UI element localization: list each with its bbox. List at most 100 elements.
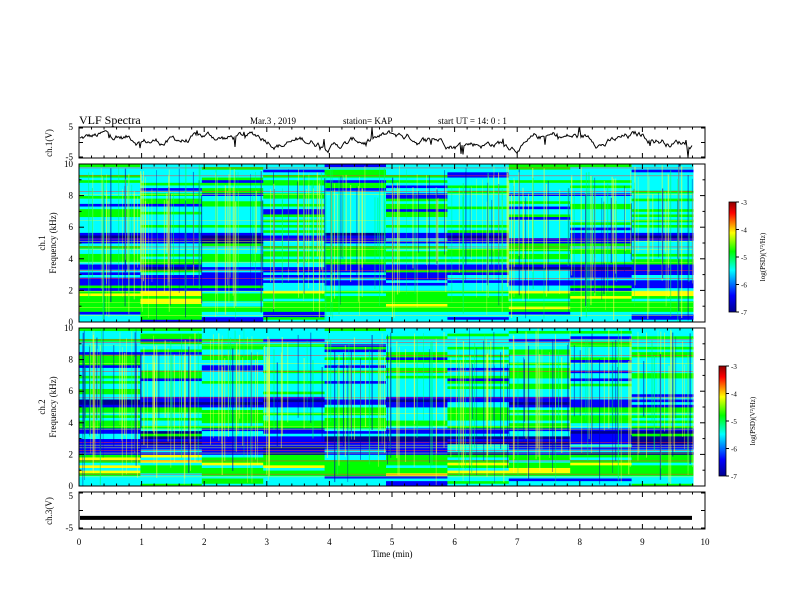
spectrogram-cell (508, 250, 571, 254)
spectrogram-cell (631, 279, 694, 283)
spectrogram-cell (570, 221, 633, 225)
spectrogram-cell (570, 409, 633, 413)
spectrogram-cell (631, 457, 694, 461)
spectrogram-cell (447, 287, 510, 291)
spectrogram-cell (447, 187, 510, 191)
spectrogram-cell (263, 308, 326, 312)
spectrogram-cell (447, 256, 510, 260)
spectrogram-cell (447, 420, 510, 424)
spectrogram-cell (508, 253, 571, 257)
spectrogram-cell (263, 171, 326, 175)
spectrogram-cell (79, 372, 141, 376)
spectrogram-cell (79, 417, 141, 421)
spectrogram-cell (263, 229, 326, 233)
spectrogram-cell (201, 295, 264, 299)
spectrogram-cell (79, 203, 141, 207)
spectrogram-cell (631, 293, 694, 297)
spectrogram-cell (508, 198, 571, 202)
spectrogram-cell (79, 407, 141, 411)
ch2-colorbar: -3 -4 -5 -6 -7 log(PSD)(V²/Hz) (718, 363, 757, 481)
spectrogram-cell (263, 319, 326, 323)
spectrogram-cell (263, 253, 326, 257)
spectrogram-cell (631, 401, 694, 405)
spectrogram-cell (447, 359, 510, 363)
spectrogram-cell (263, 483, 326, 487)
spectrogram-cell (447, 330, 510, 334)
spectrogram-cell (140, 470, 203, 474)
spectrogram-cell (79, 208, 141, 212)
spectrogram-cell (324, 467, 387, 471)
spectrogram-cell (140, 171, 203, 175)
spectrogram-cell (263, 208, 326, 212)
spectrogram-cell (263, 388, 326, 392)
spectrogram-cell (447, 438, 510, 442)
spectrogram-cell (508, 349, 571, 353)
spectrogram-cell (570, 198, 633, 202)
spectrogram-cell (631, 388, 694, 392)
spectrogram-cell (447, 393, 510, 397)
spectrogram-cell (324, 385, 387, 389)
spectrogram-cell (324, 457, 387, 461)
spectrogram-cell (263, 164, 326, 168)
spectrogram-cell (263, 316, 326, 320)
spectrogram-cell (263, 282, 326, 286)
spectrogram-cell (263, 385, 326, 389)
x-axis-label: Time (min) (372, 549, 413, 559)
spectrogram-cell (324, 227, 387, 231)
spectrogram-cell (570, 407, 633, 411)
spectrogram-cell (263, 279, 326, 283)
spectrogram-cell (508, 185, 571, 189)
spectrogram-cell (386, 333, 448, 337)
spectrogram-cell (324, 483, 387, 487)
ch1-spectrogram-panel: 0 2 4 6 8 10 ch.1 Frequency (kHz) (37, 159, 706, 327)
spectrogram-cell (140, 391, 203, 395)
spectrogram-cell (263, 393, 326, 397)
spectrogram-cell (508, 483, 571, 487)
spectrogram-cell (324, 250, 387, 254)
spectrogram-cell (447, 224, 510, 228)
spectrogram-cell (140, 316, 203, 320)
spectrogram-cell (508, 319, 571, 323)
spectrogram-cell (324, 171, 387, 175)
spectrogram-cell (79, 335, 141, 339)
spectrogram-cell (79, 169, 141, 173)
spectrogram-cell (324, 200, 387, 204)
spectrogram-cell (201, 316, 264, 320)
spectrogram-cell (570, 316, 633, 320)
ch1-colorbar-bar (728, 201, 737, 313)
spectrogram-cell (140, 185, 203, 189)
spectrogram-cell (386, 454, 448, 458)
spectrogram-cell (508, 171, 571, 175)
spectrogram-cell (570, 232, 633, 236)
spectrogram-cell (263, 464, 326, 468)
spectrogram-cell (263, 335, 326, 339)
ch1-spectrogram-image (78, 164, 694, 323)
spectrogram-cell (79, 287, 141, 291)
colorbar-tick-label: -6 (741, 282, 747, 290)
spectrogram-cell (570, 378, 633, 382)
ch2-spectrogram-ticks (78, 327, 706, 487)
spectrogram-cell (324, 235, 387, 239)
spectrogram-cell (263, 293, 326, 297)
spectrogram-cell (140, 293, 203, 297)
spectrogram-cell (631, 464, 694, 468)
spectrogram-cell (263, 404, 326, 408)
spectrogram-cell (447, 464, 510, 468)
spectrogram-cell (79, 404, 141, 408)
spectrogram-cell (386, 478, 448, 482)
spectrogram-cell (447, 319, 510, 323)
spectrogram-cell (324, 311, 387, 315)
spectrogram-cell (631, 380, 694, 384)
figure-title: VLF Spectra (79, 113, 141, 127)
spectrogram-cell (79, 414, 141, 418)
spectrogram-cell (324, 258, 387, 262)
spectrogram-cell (324, 454, 387, 458)
spectrogram-cell (324, 388, 387, 392)
spectrogram-cell (79, 480, 141, 484)
spectrogram-cell (570, 206, 633, 210)
spectrogram-cell (631, 422, 694, 426)
spectrogram-cell (324, 206, 387, 210)
spectrogram-cell (263, 378, 326, 382)
spectrogram-cell (79, 264, 141, 268)
